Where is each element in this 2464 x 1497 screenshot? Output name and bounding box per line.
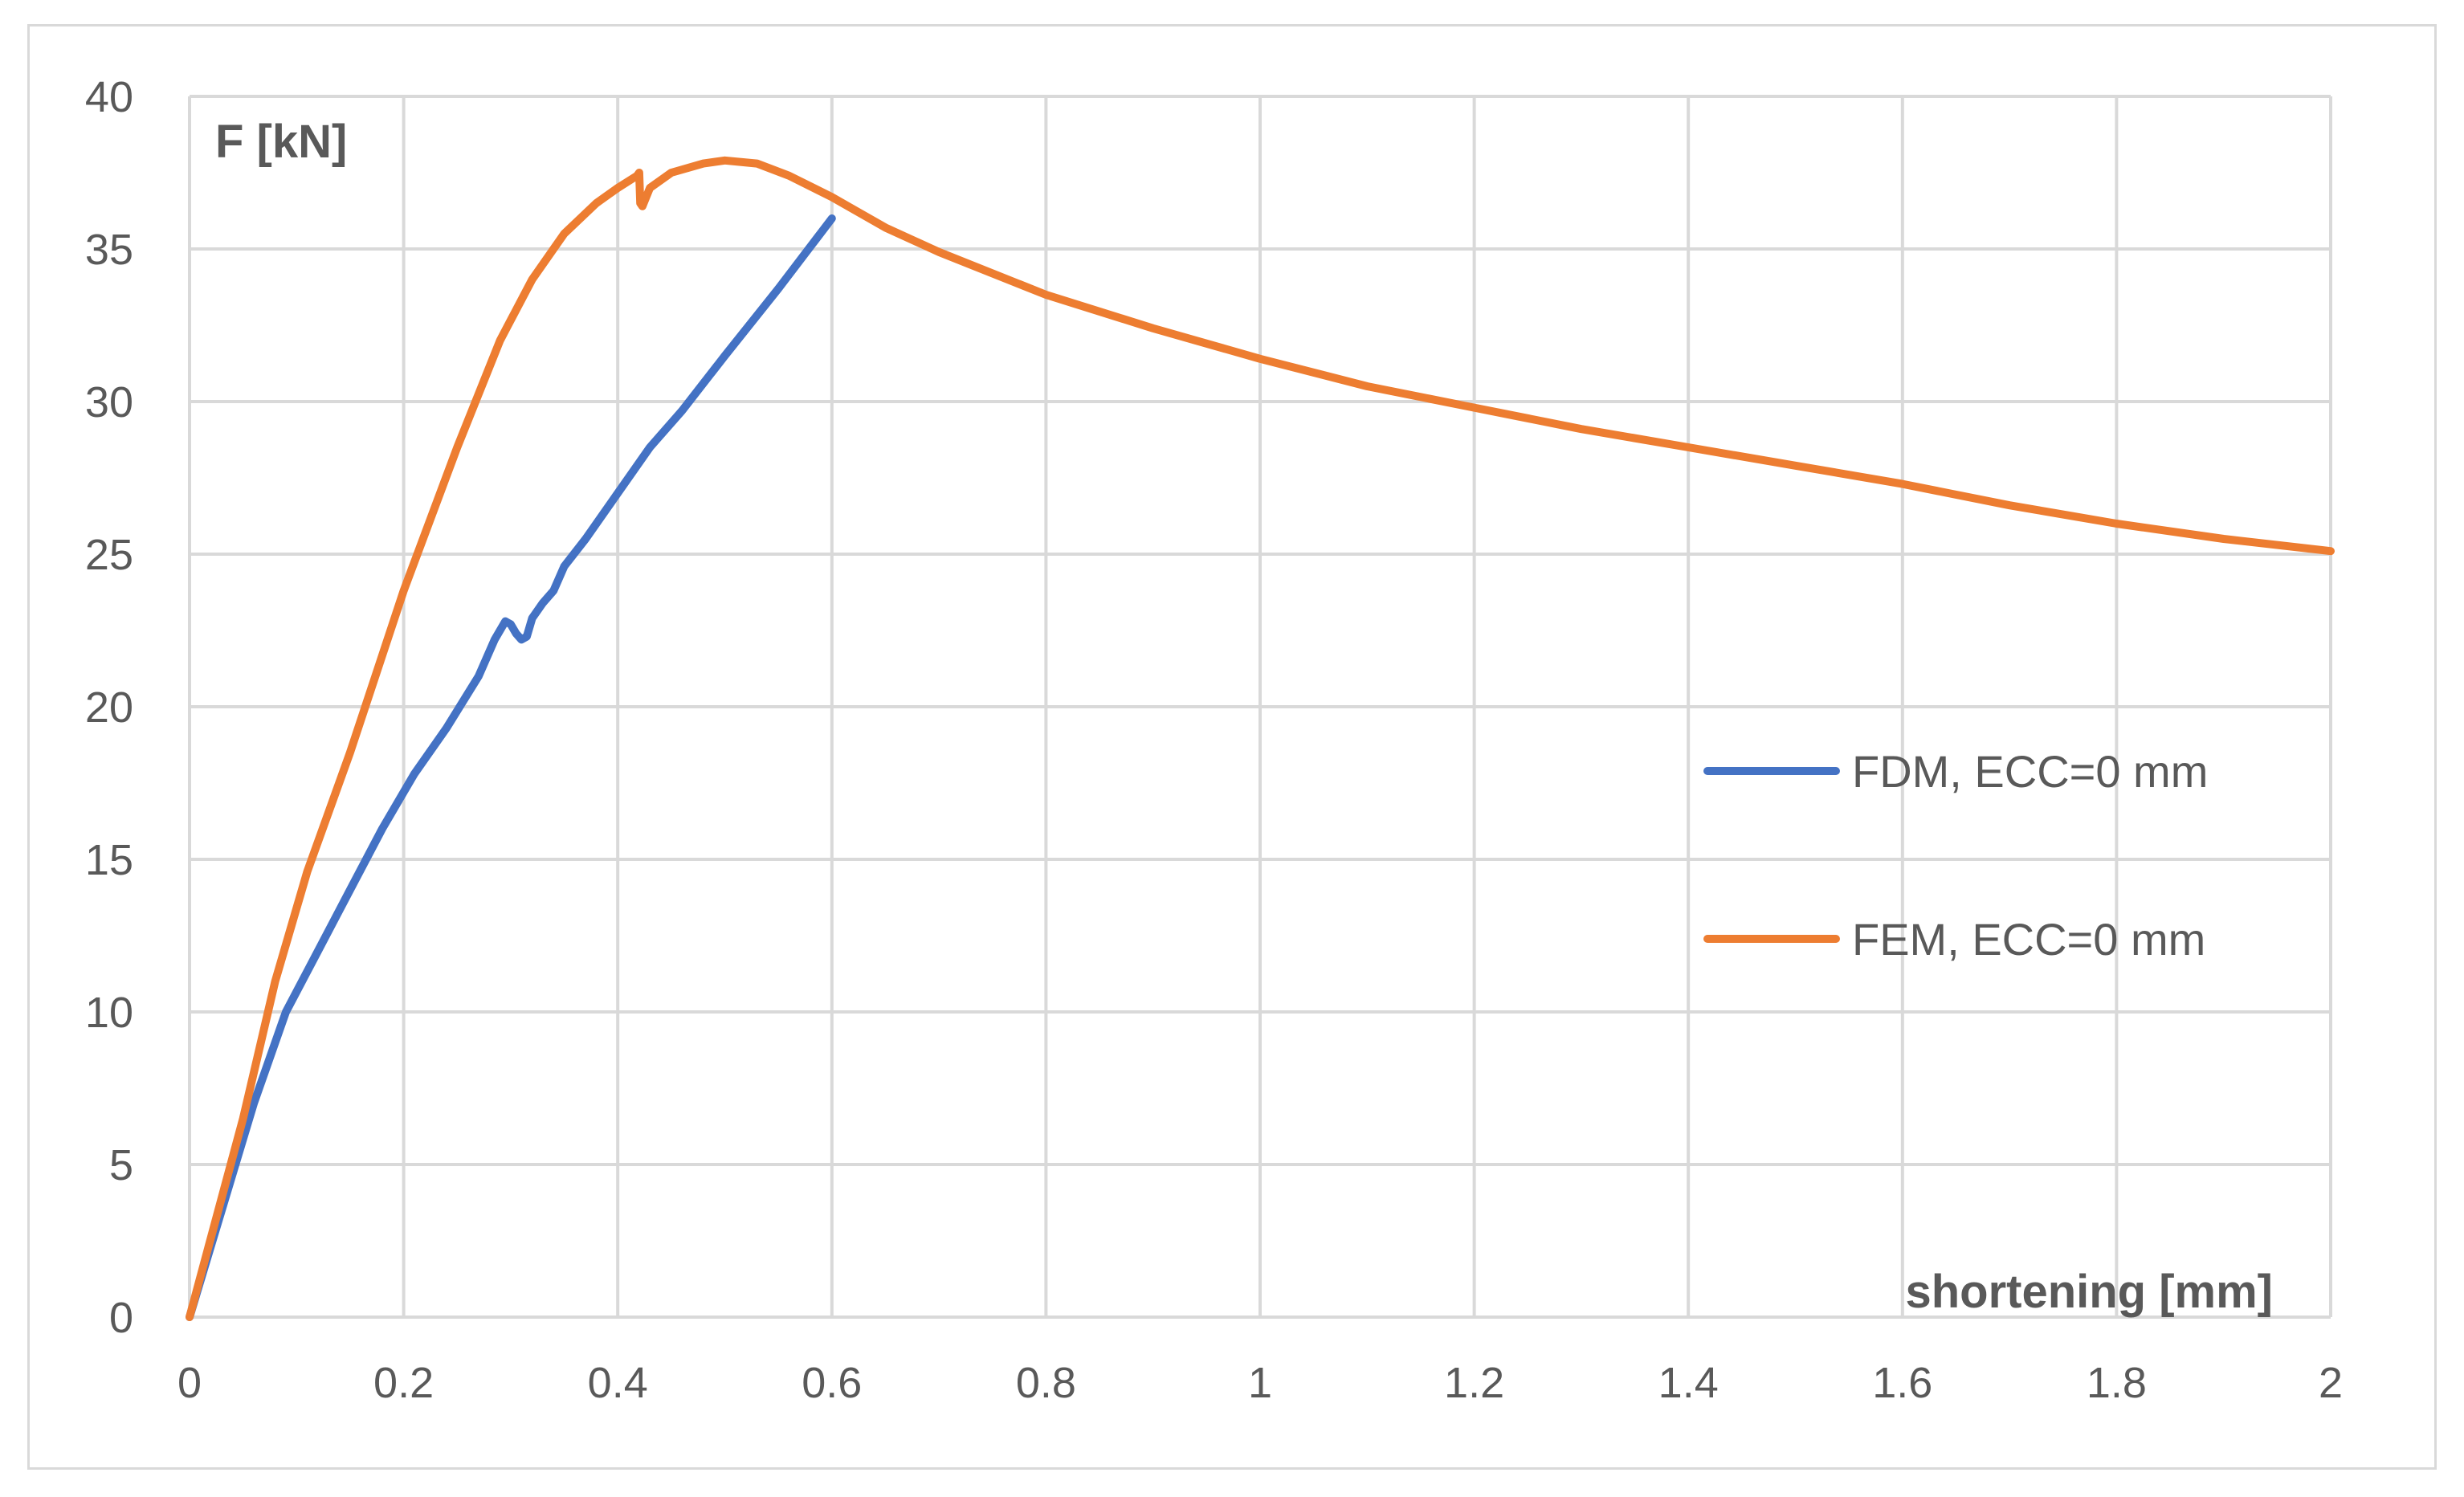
- y-tick-label: 15: [85, 836, 133, 884]
- x-tick-label: 1.6: [1872, 1359, 1932, 1407]
- x-tick-label: 1.2: [1444, 1359, 1504, 1407]
- y-tick-label: 40: [85, 73, 133, 121]
- x-tick-label: 0.6: [802, 1359, 862, 1407]
- y-tick-labels: 0 5 10 15 20 25 30 35 40: [85, 73, 133, 1342]
- x-tick-label: 1.4: [1658, 1359, 1719, 1407]
- legend: FDM, ECC=0 mm FEM, ECC=0 mm: [1703, 746, 2208, 965]
- x-tick-label: 0: [177, 1359, 202, 1407]
- y-axis-title: F [kN]: [215, 116, 347, 168]
- y-tick-label: 35: [85, 226, 133, 274]
- x-tick-labels: 0 0.2 0.4 0.6 0.8 1 1.2 1.4 1.6 1.8 2: [177, 1359, 2343, 1407]
- x-tick-label: 1.8: [2087, 1359, 2147, 1407]
- series-line-fem: [186, 156, 2335, 1321]
- y-tick-label: 0: [109, 1294, 133, 1342]
- x-tick-label: 0.2: [373, 1359, 434, 1407]
- legend-label-fem: FEM, ECC=0 mm: [1852, 914, 2205, 965]
- grid-lines: [188, 95, 2332, 1319]
- y-tick-label: 20: [85, 683, 133, 732]
- y-tick-label: 25: [85, 531, 133, 579]
- y-tick-label: 5: [109, 1141, 133, 1189]
- x-tick-label: 2: [2319, 1359, 2343, 1407]
- legend-label-fdm: FDM, ECC=0 mm: [1852, 746, 2208, 797]
- x-tick-label: 1: [1248, 1359, 1272, 1407]
- series-line-fdm: [186, 214, 836, 1321]
- x-tick-label: 0.8: [1016, 1359, 1076, 1407]
- y-tick-label: 30: [85, 378, 133, 426]
- x-tick-label: 0.4: [588, 1359, 648, 1407]
- x-axis-title: shortening [mm]: [1905, 1266, 2273, 1318]
- data-series: [186, 156, 2335, 1321]
- y-tick-label: 10: [85, 989, 133, 1037]
